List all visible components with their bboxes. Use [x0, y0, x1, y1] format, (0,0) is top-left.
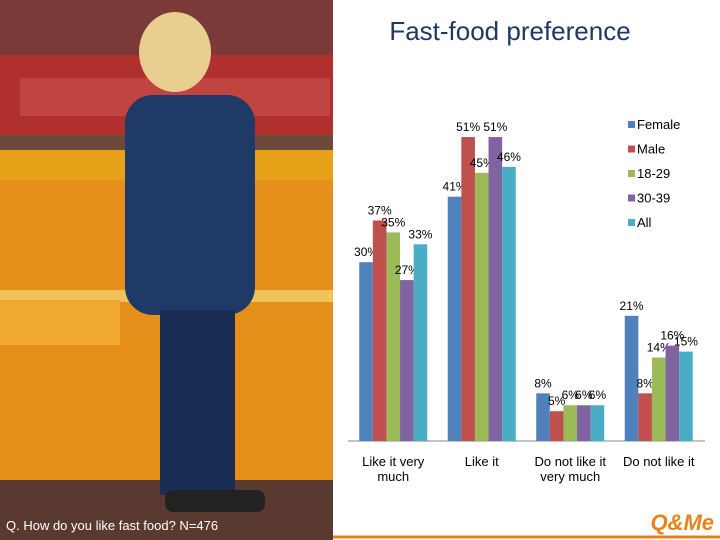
data-label: 27%	[395, 263, 419, 277]
data-label: 15%	[674, 335, 698, 349]
bar	[372, 220, 387, 441]
footnote: Q. How do you like fast food? N=476	[6, 518, 218, 533]
legend-swatch	[628, 219, 635, 226]
boy-shoes	[165, 490, 265, 512]
bar	[488, 137, 503, 442]
boy-jacket	[125, 95, 255, 315]
data-label: 6%	[575, 388, 593, 402]
bar	[447, 196, 462, 441]
bar	[563, 405, 578, 441]
legend-label: 18-29	[637, 166, 670, 181]
legend-swatch	[628, 194, 635, 202]
bar	[502, 166, 516, 441]
bar	[549, 411, 564, 441]
data-label: 45%	[470, 156, 494, 170]
data-label: 46%	[497, 150, 521, 164]
bar	[665, 345, 680, 441]
bar	[359, 262, 373, 441]
x-tick-label: Like it	[464, 454, 499, 469]
x-tick-label: Do not like it very much	[534, 454, 607, 484]
bar	[651, 357, 666, 441]
bracket	[0, 300, 120, 345]
legend-label: All	[637, 215, 652, 230]
data-label: 6%	[589, 388, 607, 402]
bar	[474, 172, 489, 442]
bar	[413, 244, 428, 441]
legend-label: 30-39	[637, 191, 670, 206]
boy-hair	[139, 12, 211, 92]
bar	[638, 393, 652, 441]
photo	[0, 0, 333, 540]
x-tick-label: Do not like it	[622, 454, 695, 469]
bar	[400, 280, 414, 441]
data-label: 51%	[456, 120, 480, 134]
legend-swatch	[628, 121, 635, 128]
logo: Q&Me	[650, 510, 714, 535]
data-label: 8%	[636, 376, 654, 390]
bar	[536, 393, 550, 441]
bar	[590, 405, 605, 441]
data-label: 6%	[562, 388, 580, 402]
chart-title: Fast-food preference	[389, 16, 630, 46]
legend-swatch	[628, 170, 635, 177]
data-label: 16%	[660, 329, 684, 343]
data-label: 30%	[354, 245, 378, 259]
bar	[624, 315, 639, 441]
data-label: 33%	[408, 227, 432, 241]
data-label: 41%	[443, 180, 467, 194]
bar	[679, 351, 693, 441]
data-label: 51%	[483, 120, 507, 134]
x-tick-label: Like it very much	[362, 454, 425, 484]
data-label: 14%	[647, 341, 671, 355]
data-label: 35%	[381, 215, 405, 229]
bar	[461, 137, 475, 442]
data-label: 8%	[534, 376, 552, 390]
legend-label: Male	[637, 142, 665, 157]
data-label: 5%	[548, 394, 566, 408]
data-label: 37%	[368, 203, 392, 217]
bar	[577, 405, 591, 441]
bar	[386, 232, 401, 441]
legend-label: Female	[637, 117, 680, 132]
boy-jeans	[160, 310, 235, 495]
data-label: 21%	[620, 299, 644, 313]
legend-swatch	[628, 145, 635, 153]
